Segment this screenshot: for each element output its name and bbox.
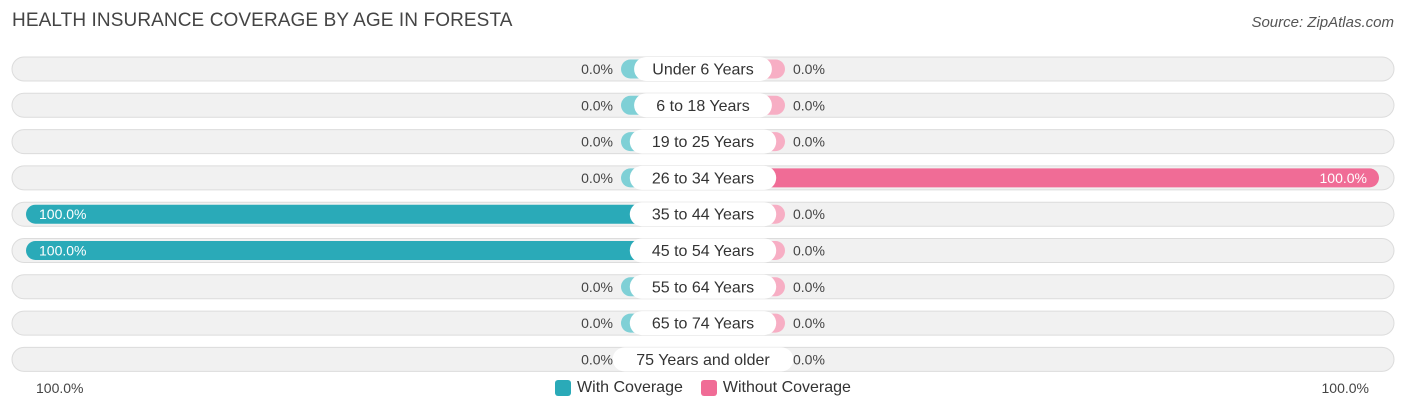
category-label-65-to-74-years: 65 to 74 Years <box>652 316 754 333</box>
legend-item-without-coverage: Without Coverage <box>700 379 851 397</box>
bar-with-coverage-45-to-54-years <box>26 241 703 260</box>
axis-right-label: 100.0% <box>1321 380 1369 396</box>
category-label-45-to-54-years: 45 to 54 Years <box>652 243 754 260</box>
value-label-with-coverage-26-to-34-years: 0.0% <box>581 170 613 186</box>
value-label-with-coverage-35-to-44-years: 100.0% <box>39 206 86 222</box>
category-label-19-to-25-years: 19 to 25 Years <box>652 134 754 151</box>
category-label-35-to-44-years: 35 to 44 Years <box>652 207 754 224</box>
legend-label-with-coverage: With Coverage <box>577 379 683 396</box>
category-label-55-to-64-years: 55 to 64 Years <box>652 279 754 296</box>
value-label-with-coverage-75-years-and-older: 0.0% <box>581 351 613 367</box>
category-pill-65-to-74-years <box>629 311 777 336</box>
value-label-with-coverage-45-to-54-years: 100.0% <box>39 243 86 259</box>
source-attribution: Source: ZipAtlas.com <box>1251 14 1394 31</box>
bar-with-coverage-35-to-44-years <box>26 204 703 224</box>
value-label-with-coverage-65-to-74-years: 0.0% <box>581 315 613 331</box>
legend-label-without-coverage: Without Coverage <box>722 379 851 396</box>
category-pill-55-to-64-years <box>629 274 777 299</box>
legend: With Coverage Without Coverage <box>0 379 1406 397</box>
value-label-without-coverage-65-to-74-years: 0.0% <box>793 315 825 331</box>
legend-swatch-without-coverage <box>700 380 717 396</box>
value-label-with-coverage-19-to-25-years: 0.0% <box>581 134 613 150</box>
value-label-without-coverage-26-to-34-years: 100.0% <box>1320 170 1367 186</box>
category-pill-6-to-18-years <box>634 93 772 118</box>
chart-title: HEALTH INSURANCE COVERAGE BY AGE IN FORE… <box>12 10 513 31</box>
category-label-26-to-34-years: 26 to 34 Years <box>652 170 754 187</box>
bar-without-coverage-26-to-34-years <box>703 168 1379 188</box>
legend-swatch-with-coverage <box>555 380 572 396</box>
coverage-chart: 0.0% 0.0% Under 6 Years 0.0% 0.0% 6 to 18 Yea… <box>11 56 1395 372</box>
category-pill-19-to-25-years <box>629 129 777 154</box>
category-pill-under-6-years <box>634 57 772 81</box>
value-label-without-coverage-45-to-54-years: 0.0% <box>793 243 825 259</box>
category-pill-35-to-44-years <box>629 202 777 227</box>
value-label-without-coverage-6-to-18-years: 0.0% <box>793 97 825 113</box>
legend-item-with-coverage: With Coverage <box>555 379 683 397</box>
value-label-with-coverage-55-to-64-years: 0.0% <box>581 279 613 295</box>
value-label-without-coverage-19-to-25-years: 0.0% <box>793 134 825 150</box>
category-label-under-6-years: Under 6 Years <box>652 62 753 79</box>
axis-left-label: 100.0% <box>36 380 84 396</box>
category-pill-45-to-54-years <box>629 238 777 263</box>
category-pill-75-years-and-older <box>612 347 794 372</box>
category-pill-26-to-34-years <box>629 165 777 190</box>
category-label-6-to-18-years: 6 to 18 Years <box>656 98 749 115</box>
value-label-without-coverage-55-to-64-years: 0.0% <box>793 279 825 295</box>
category-label-75-years-and-older: 75 Years and older <box>636 352 770 369</box>
value-label-with-coverage-6-to-18-years: 0.0% <box>581 97 613 113</box>
value-label-without-coverage-under-6-years: 0.0% <box>793 61 825 77</box>
value-label-with-coverage-under-6-years: 0.0% <box>581 61 613 77</box>
value-label-without-coverage-35-to-44-years: 0.0% <box>793 206 825 222</box>
value-label-without-coverage-75-years-and-older: 0.0% <box>793 351 825 367</box>
